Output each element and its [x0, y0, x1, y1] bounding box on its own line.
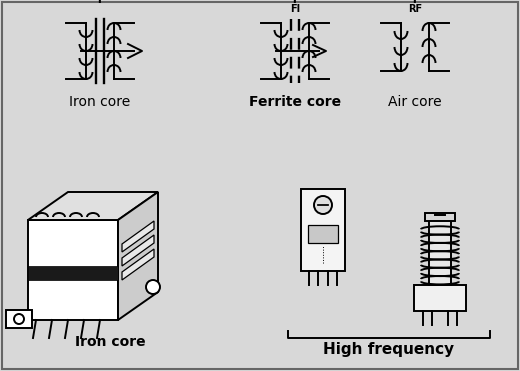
- Circle shape: [314, 196, 332, 214]
- Text: Ferrite core: Ferrite core: [249, 95, 341, 109]
- Text: High frequency: High frequency: [323, 342, 454, 357]
- Bar: [28, 266, 118, 280]
- Text: Air core: Air core: [388, 95, 442, 109]
- Bar: [301, 189, 345, 271]
- Bar: [6, 310, 32, 328]
- Text: FI: FI: [290, 4, 300, 14]
- Bar: [414, 285, 466, 311]
- Bar: [425, 213, 455, 221]
- Bar: [308, 225, 338, 243]
- Text: Iron core: Iron core: [69, 95, 131, 109]
- Circle shape: [146, 280, 160, 294]
- Polygon shape: [28, 192, 158, 220]
- Text: RF: RF: [408, 4, 422, 14]
- Polygon shape: [122, 249, 154, 280]
- Text: Iron core: Iron core: [75, 335, 145, 349]
- Circle shape: [14, 314, 24, 324]
- Polygon shape: [122, 221, 154, 252]
- Text: T: T: [291, 0, 299, 5]
- Text: T: T: [96, 0, 104, 5]
- Text: T: T: [411, 0, 419, 5]
- Polygon shape: [118, 192, 158, 320]
- Polygon shape: [122, 235, 154, 266]
- Bar: [429, 217, 451, 285]
- Polygon shape: [28, 220, 118, 320]
